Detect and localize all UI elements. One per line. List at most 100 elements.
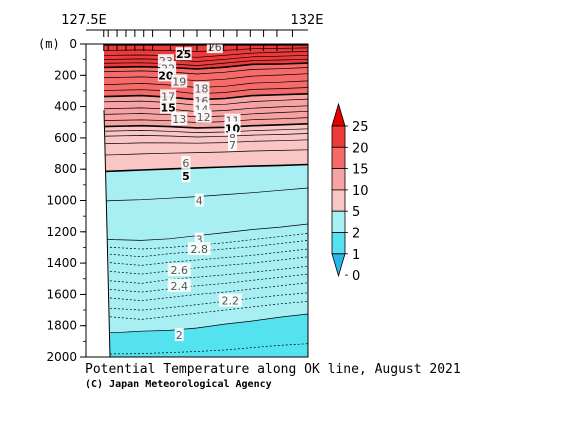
isotherm-label-18: 18: [194, 83, 208, 96]
station-ticks: [86, 29, 308, 51]
isotherm-2.6: [86, 256, 308, 275]
depth-tick-label: 800: [54, 162, 77, 176]
fill-below-2: [86, 314, 308, 357]
isotherm-label-bg-25: [175, 47, 192, 61]
colorbar-top-arrow: [331, 102, 346, 127]
isotherm-2.8: [86, 240, 308, 258]
isotherm-18: [86, 73, 308, 82]
isotherm-20: [86, 62, 308, 70]
isotherm-label-bg-2.4: [167, 278, 191, 292]
colorbar-label: 0: [352, 269, 360, 284]
isotherm-label-19: 19: [172, 76, 186, 89]
colorbar-label: 20: [352, 141, 369, 156]
isotherm-label-4: 4: [196, 195, 203, 208]
depth-tick-label: 400: [54, 100, 77, 114]
isotherm-label-7: 7: [229, 139, 236, 152]
depth-tick-label: 200: [54, 68, 77, 82]
isotherm-label-2.2: 2.2: [222, 295, 240, 308]
depth-tick-label: 1800: [46, 319, 77, 333]
isotherm-1.9: [86, 343, 308, 356]
depth-tick-label: 2000: [46, 350, 77, 364]
isotherm-label-13: 13: [172, 113, 186, 126]
isotherm-23: [86, 51, 308, 58]
isotherm-label-2.6: 2.6: [170, 264, 188, 277]
isotherm-label-bg-2: [174, 328, 184, 342]
lon-label-west: 127.5E: [61, 13, 106, 28]
isotherm-label-bg-7: [228, 137, 238, 151]
depth-tick-label: 1200: [46, 225, 77, 239]
fill-below-1.9: [86, 343, 308, 357]
isotherm-label-bg-17: [160, 89, 177, 103]
isotherm-label-bg-8: [228, 130, 238, 144]
isotherm-label-12: 12: [197, 111, 211, 124]
isotherm-labels: 2625232220191817161514131211108765432.82…: [157, 41, 242, 342]
colorbar-label: 25: [352, 120, 369, 135]
colorbar-label: 1: [352, 248, 360, 263]
isotherm-label-2.4: 2.4: [170, 280, 188, 293]
isotherm-label-26: 26: [208, 41, 222, 54]
isotherm-7: [86, 139, 308, 145]
credit-text: (C) Japan Meteorological Agency: [85, 378, 272, 390]
isotherm-label-15: 15: [160, 101, 175, 114]
depth-tick-label: 1400: [46, 256, 77, 270]
colorbar-label: 5: [352, 205, 360, 220]
sea-floor-edge: [103, 109, 111, 357]
isotherm-label-17: 17: [161, 90, 175, 103]
depth-tick-label: 1600: [46, 287, 77, 301]
isotherm-label-bg-2.8: [187, 242, 211, 256]
isotherm-2.2: [86, 292, 308, 311]
isotherm-label-bg-5: [181, 169, 191, 183]
isotherm-10: [86, 123, 308, 129]
plot-area: 2625232220191817161514131211108765432.82…: [86, 41, 308, 357]
isotherm-2.7: [86, 248, 308, 266]
isotherm-label-20: 20: [158, 69, 174, 82]
isotherm-label-bg-4: [194, 193, 204, 207]
isotherm-label-bg-18: [193, 81, 210, 95]
isotherm-label-3: 3: [196, 234, 203, 247]
isotherm-label-2.8: 2.8: [190, 243, 208, 256]
isotherm-label-bg-6: [181, 155, 191, 169]
isotherm-label-bg-13: [171, 112, 188, 126]
depth-tick-label: 0: [69, 37, 77, 51]
lon-label-east: 132E: [290, 13, 323, 28]
colorbar-swatch: [331, 146, 346, 170]
isotherm-2: [86, 313, 308, 334]
sea-floor-mask: [86, 44, 111, 357]
colorbar-label: 10: [352, 184, 369, 199]
colorbar-swatch: [331, 232, 346, 255]
isotherm-label-bg-2.6: [167, 263, 191, 277]
isotherm-24: [86, 47, 308, 52]
isotherm-2.5: [86, 265, 308, 284]
isotherm-5: [86, 163, 308, 174]
depth-tick-label: 600: [54, 131, 77, 145]
isotherm-6: [86, 149, 308, 156]
colorbar-label: 2: [352, 227, 360, 242]
isotherm-2.1: [86, 301, 308, 320]
depth-axis: 0 200 400 600 800 1000 1200 1400 1600 1800 2000: [46, 37, 86, 364]
colorbar-label: 15: [352, 163, 369, 178]
isotherm-22: [86, 54, 308, 62]
isotherm-label-bg-3: [194, 232, 204, 246]
isotherm-label-6: 6: [182, 157, 189, 170]
depth-tick-label: 1000: [46, 194, 77, 208]
isotherm-2.4: [86, 273, 308, 293]
isotherm-label-bg-19: [171, 74, 188, 88]
colorbar-swatch: [331, 168, 346, 191]
isotherm-label-bg-12: [195, 109, 212, 123]
chart-title: Potential Temperature along OK line, Aug…: [85, 362, 461, 377]
isotherm-label-2: 2: [176, 329, 183, 342]
isotherm-label-bg-15: [160, 100, 177, 114]
isotherm-label-25: 25: [176, 48, 191, 61]
isotherm-2.9: [86, 233, 308, 250]
isotherm-label-bg-26: [206, 44, 223, 54]
isotherm-21: [86, 58, 308, 66]
isotherm-2.3: [86, 282, 308, 302]
colorbar-swatch: [331, 125, 346, 148]
depth-unit-label: (m): [38, 37, 60, 51]
isotherm-label-5: 5: [182, 170, 190, 183]
isotherm-9: [86, 128, 308, 133]
colorbar-swatch: [331, 210, 346, 233]
isotherm-8: [86, 133, 308, 138]
